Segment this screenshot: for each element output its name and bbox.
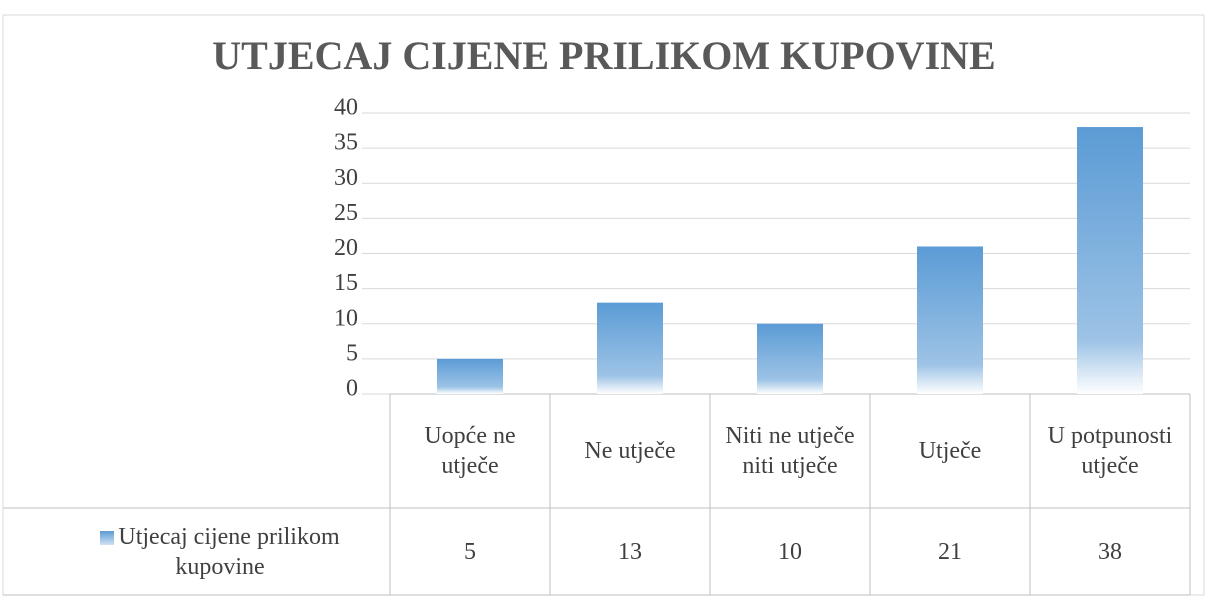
legend-key xyxy=(100,530,115,545)
y-tick-label: 10 xyxy=(334,305,358,331)
y-tick-label: 35 xyxy=(334,130,358,156)
table-value: 38 xyxy=(1098,538,1122,565)
y-tick-label: 20 xyxy=(334,235,358,261)
x-tick-label: Niti ne utječe niti utječe xyxy=(725,423,855,479)
bar xyxy=(437,358,503,394)
legend-text: Utjecaj cijene prilikom kupovine xyxy=(58,522,382,582)
bar xyxy=(1077,127,1143,395)
y-tick-label: 5 xyxy=(346,340,358,366)
x-tick-label: Ne utječe xyxy=(584,438,676,464)
y-tick-label: 25 xyxy=(334,200,358,226)
x-tick-label: U potpunosti utječe xyxy=(1047,423,1173,479)
bar xyxy=(757,323,823,394)
x-tick-label: Uopće ne utječe xyxy=(424,423,516,479)
table-value: 5 xyxy=(464,538,476,565)
y-tick-label: 15 xyxy=(334,270,358,296)
x-tick-label: Utječe xyxy=(918,438,982,464)
table-value: 10 xyxy=(778,538,802,565)
bar xyxy=(917,246,983,394)
legend-label: Utjecaj cijene prilikom kupovine xyxy=(118,523,340,580)
table-value: 13 xyxy=(618,538,642,565)
legend-entry: Utjecaj cijene prilikom kupovine xyxy=(50,508,390,595)
table-value: 21 xyxy=(938,538,962,565)
y-tick-label: 30 xyxy=(334,165,358,191)
y-tick-label: 0 xyxy=(346,376,358,402)
bar xyxy=(597,302,663,394)
chart-title: UTJECAJ CIJENE PRILIKOM KUPOVINE xyxy=(212,33,995,78)
y-tick-label: 40 xyxy=(334,95,358,121)
